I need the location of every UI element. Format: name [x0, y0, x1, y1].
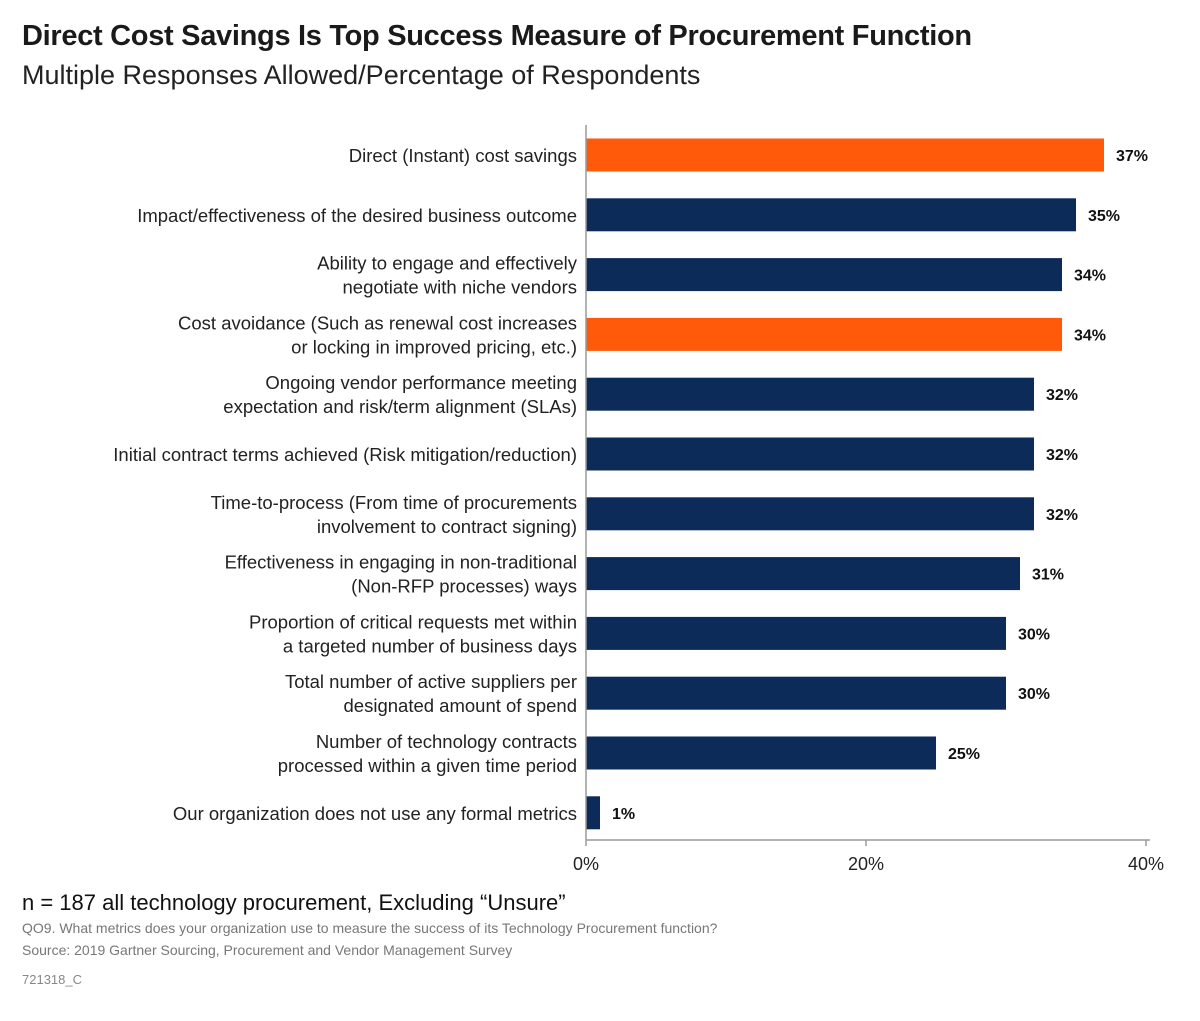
bar [586, 317, 1062, 351]
category-label: Impact/effectiveness of the desired busi… [137, 205, 577, 226]
data-label: 34% [1074, 268, 1106, 285]
data-label: 31% [1032, 567, 1064, 584]
category-label: negotiate with niche vendors [343, 277, 577, 298]
category-label: Total number of active suppliers per [285, 671, 577, 692]
category-label: Number of technology contracts [316, 731, 577, 752]
bar [586, 198, 1076, 232]
category-label: designated amount of spend [344, 695, 577, 716]
bar [586, 377, 1034, 411]
bar [586, 616, 1006, 650]
bar [586, 138, 1104, 172]
bar [586, 258, 1062, 292]
chart-subtitle: Multiple Responses Allowed/Percentage of… [22, 60, 701, 90]
category-label: involvement to contract signing) [317, 516, 577, 537]
bar [586, 437, 1034, 471]
bar-chart: 37% Direct (Instant) cost savings 35% Impac… [113, 125, 1164, 870]
bar [586, 736, 936, 770]
chart-title: Direct Cost Savings Is Top Success Measu… [22, 20, 972, 52]
category-label: processed within a given time period [278, 755, 577, 776]
x-tick-label: 20% [848, 854, 884, 870]
bar [586, 796, 600, 830]
category-label: Effectiveness in engaging in non-traditi… [225, 552, 577, 573]
category-label: or locking in improved pricing, etc.) [291, 336, 577, 357]
source-note: Source: 2019 Gartner Sourcing, Procureme… [22, 942, 513, 958]
data-label: 30% [1018, 686, 1050, 703]
data-label: 34% [1074, 327, 1106, 344]
data-label: 32% [1046, 387, 1078, 404]
x-tick-label: 0% [573, 854, 599, 870]
data-label: 1% [612, 806, 635, 823]
survey-question-note: QO9. What metrics does your organization… [22, 920, 718, 936]
data-label: 30% [1018, 626, 1050, 643]
figure-id: 721318_C [22, 972, 82, 987]
data-label: 37% [1116, 148, 1148, 165]
data-label: 32% [1046, 447, 1078, 464]
data-label: 35% [1088, 208, 1120, 225]
category-label: Our organization does not use any formal… [173, 803, 577, 824]
category-label: Proportion of critical requests met with… [249, 611, 577, 632]
category-label: (Non-RFP processes) ways [351, 576, 577, 597]
x-tick-label: 40% [1128, 854, 1164, 870]
bar [586, 676, 1006, 710]
category-label: Ability to engage and effectively [317, 253, 578, 274]
category-label: Cost avoidance (Such as renewal cost inc… [178, 312, 577, 333]
category-label: expectation and risk/term alignment (SLA… [223, 396, 577, 417]
sample-size-note: n = 187 all technology procurement, Excl… [22, 890, 566, 915]
bar [586, 557, 1020, 591]
data-label: 32% [1046, 507, 1078, 524]
category-label: Time-to-process (From time of procuremen… [211, 492, 577, 513]
category-label: Initial contract terms achieved (Risk mi… [113, 444, 577, 465]
category-label: Ongoing vendor performance meeting [265, 372, 577, 393]
data-label: 25% [948, 746, 980, 763]
bar [586, 497, 1034, 531]
category-label: Direct (Instant) cost savings [349, 145, 577, 166]
category-label: a targeted number of business days [283, 635, 577, 656]
